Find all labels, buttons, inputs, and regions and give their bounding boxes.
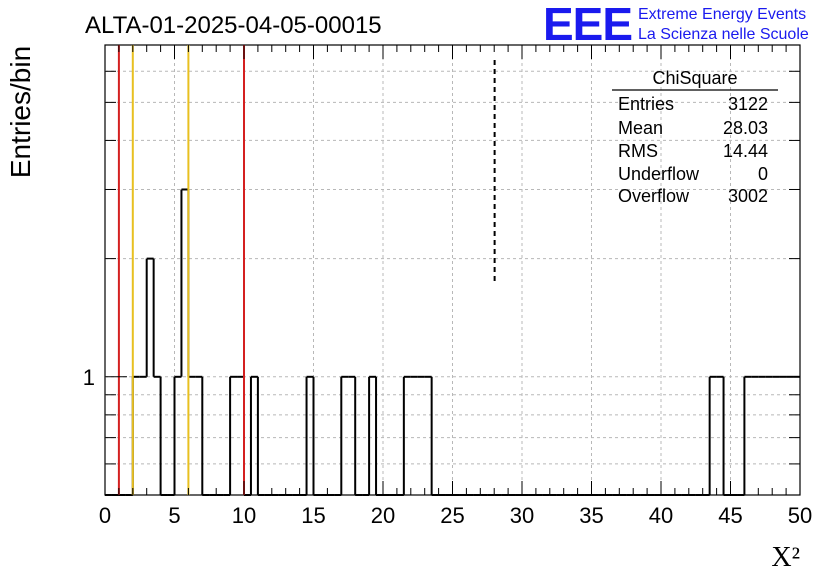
stats-label: Entries [618,94,674,114]
x-tick-label: 15 [301,503,325,528]
x-axis-label: X² [771,542,800,572]
y-tick-label: 1 [83,365,95,390]
stats-value: 0 [758,164,768,184]
stats-box-title: ChiSquare [652,68,737,88]
x-tick-label: 20 [371,503,395,528]
stats-value: 3002 [728,186,768,206]
x-tick-label: 5 [168,503,180,528]
axes: 0 5 10 15 20 25 30 35 40 45 50 1 [83,45,812,528]
x-tick-label: 50 [788,503,812,528]
logo-line-2: La Scienza nelle Scuole [638,26,809,43]
grid-lines [105,45,800,495]
stats-label: Overflow [618,186,690,206]
y-axis-label: Entries/bin [5,46,36,178]
logo-mark: EEE [543,0,632,50]
x-tick-label: 25 [440,503,464,528]
x-tick-label: 30 [510,503,534,528]
x-tick-label: 10 [232,503,256,528]
stats-label: RMS [618,141,658,161]
reference-lines [117,45,496,495]
x-tick-label: 0 [99,503,111,528]
stats-label: Mean [618,118,663,138]
eee-logo: EEE Extreme Energy Events La Scienza nel… [543,0,809,50]
stats-value: 3122 [728,94,768,114]
histogram-bins [105,188,800,496]
x-tick-label: 35 [579,503,603,528]
x-tick-label: 40 [649,503,673,528]
chart-title: ALTA-01-2025-04-05-00015 [85,12,382,39]
logo-line-1: Extreme Energy Events [638,6,806,23]
stats-value: 14.44 [723,141,768,161]
stats-label: Underflow [618,164,700,184]
stats-value: 28.03 [723,118,768,138]
stats-box: ChiSquare Entries 3122 Mean 28.03 RMS 14… [612,68,778,206]
x-tick-label: 45 [718,503,742,528]
